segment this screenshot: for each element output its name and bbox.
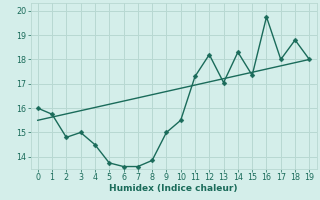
X-axis label: Humidex (Indice chaleur): Humidex (Indice chaleur) xyxy=(109,184,238,193)
